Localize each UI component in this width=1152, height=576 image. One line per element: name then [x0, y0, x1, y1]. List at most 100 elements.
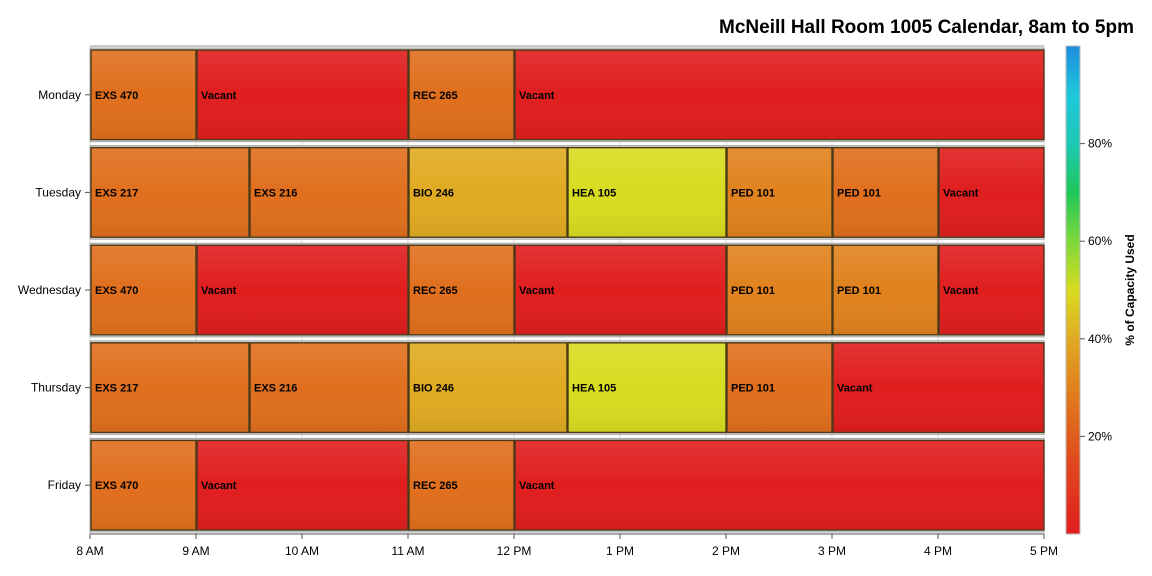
colorbar-tick-label: 60% [1088, 234, 1112, 248]
event-bar-shade [410, 51, 513, 139]
event-label: EXS 217 [95, 383, 138, 395]
event-bar-shade [198, 246, 407, 334]
event-label: PED 101 [837, 187, 881, 199]
event-block[interactable]: PED 101 [832, 146, 939, 238]
event-block[interactable]: PED 101 [726, 342, 833, 434]
event-bar-shade [251, 343, 407, 432]
x-tick-label: 2 PM [712, 544, 740, 558]
event-block[interactable]: Vacant [514, 49, 1045, 141]
event-block[interactable]: EXS 217 [90, 342, 250, 434]
event-label: Vacant [201, 90, 237, 102]
colorbar-gradient [1065, 45, 1081, 535]
colorbar-tick-label: 80% [1088, 137, 1112, 151]
event-block[interactable]: PED 101 [726, 244, 833, 336]
event-label: Vacant [943, 285, 979, 297]
y-tick-label: Wednesday [18, 283, 81, 297]
event-bar-shade [728, 343, 831, 432]
event-block[interactable]: HEA 105 [567, 342, 727, 434]
event-label: Vacant [201, 480, 237, 492]
event-bar-shade [410, 343, 566, 432]
event-block[interactable]: Vacant [832, 342, 1045, 434]
event-label: EXS 470 [95, 480, 138, 492]
colorbar-legend: 20% 40% 60% 80% % of Capacity Used [1065, 45, 1137, 535]
event-label: REC 265 [413, 285, 458, 297]
event-block[interactable]: REC 265 [408, 49, 515, 141]
event-label: Vacant [519, 480, 555, 492]
colorbar-tick-label: 40% [1088, 332, 1112, 346]
event-bar-shade [251, 148, 407, 237]
event-bar-shade [410, 148, 566, 237]
event-label: PED 101 [837, 285, 881, 297]
event-block[interactable]: EXS 470 [90, 49, 197, 141]
event-bar-shade [728, 148, 831, 237]
event-bar-shade [940, 148, 1043, 237]
event-block[interactable]: PED 101 [832, 244, 939, 336]
event-block[interactable]: Vacant [514, 439, 1045, 531]
event-block[interactable]: BIO 246 [408, 146, 568, 238]
event-block[interactable]: Vacant [196, 244, 409, 336]
event-bar-shade [834, 148, 937, 237]
event-block[interactable]: Vacant [196, 49, 409, 141]
event-label: EXS 470 [95, 90, 138, 102]
event-bar-shade [198, 441, 407, 529]
event-bar-shade [728, 246, 831, 334]
event-label: Vacant [519, 90, 555, 102]
x-tick-label: 1 PM [606, 544, 634, 558]
event-label: Vacant [519, 285, 555, 297]
x-tick-label: 8 AM [76, 544, 103, 558]
y-tick-label: Friday [48, 478, 81, 492]
event-block[interactable]: Vacant [938, 244, 1045, 336]
event-bar-shade [198, 51, 407, 139]
event-block[interactable]: Vacant [514, 244, 727, 336]
event-block[interactable]: REC 265 [408, 439, 515, 531]
event-bar-shade [569, 148, 725, 237]
event-block[interactable]: Vacant [938, 146, 1045, 238]
colorbar-tick-label: 20% [1088, 429, 1112, 443]
event-bar-shade [92, 343, 248, 432]
event-bar-shade [834, 246, 937, 334]
event-label: Vacant [837, 383, 873, 395]
event-block[interactable]: EXS 470 [90, 439, 197, 531]
event-label: PED 101 [731, 383, 775, 395]
event-label: EXS 216 [254, 383, 297, 395]
event-label: PED 101 [731, 187, 775, 199]
event-bar-shade [940, 246, 1043, 334]
plot-area: EXS 470 Vacant REC 265 Vacant Monday EXS 217 E… [18, 45, 1058, 558]
y-tick-label: Monday [38, 88, 81, 102]
event-label: HEA 105 [572, 187, 616, 199]
event-label: BIO 246 [413, 187, 454, 199]
event-block[interactable]: REC 265 [408, 244, 515, 336]
event-bar-shade [92, 51, 195, 139]
event-block[interactable]: EXS 216 [249, 146, 409, 238]
x-tick-label: 5 PM [1030, 544, 1058, 558]
event-bar-shade [92, 246, 195, 334]
event-block[interactable]: EXS 217 [90, 146, 250, 238]
event-block[interactable]: Vacant [196, 439, 409, 531]
x-tick-label: 12 PM [497, 544, 532, 558]
x-tick-label: 11 AM [391, 544, 424, 558]
event-bar-shade [569, 343, 725, 432]
chart-title: McNeill Hall Room 1005 Calendar, 8am to … [719, 17, 1134, 38]
x-tick-label: 4 PM [924, 544, 952, 558]
event-bar-shade [516, 441, 1043, 529]
event-bar-shade [410, 441, 513, 529]
x-tick-label: 9 AM [182, 544, 209, 558]
event-block[interactable]: EXS 470 [90, 244, 197, 336]
event-block[interactable]: EXS 216 [249, 342, 409, 434]
event-label: BIO 246 [413, 383, 454, 395]
event-label: EXS 216 [254, 187, 297, 199]
event-bar-shade [410, 246, 513, 334]
event-bar-shade [92, 441, 195, 529]
y-tick-label: Thursday [31, 381, 81, 395]
event-block[interactable]: BIO 246 [408, 342, 568, 434]
event-block[interactable]: PED 101 [726, 146, 833, 238]
x-tick-label: 3 PM [818, 544, 846, 558]
event-bar-shade [516, 246, 725, 334]
event-bar-shade [516, 51, 1043, 139]
colorbar-title: % of Capacity Used [1123, 234, 1137, 345]
event-label: EXS 470 [95, 285, 138, 297]
event-block[interactable]: HEA 105 [567, 146, 727, 238]
event-label: REC 265 [413, 480, 458, 492]
